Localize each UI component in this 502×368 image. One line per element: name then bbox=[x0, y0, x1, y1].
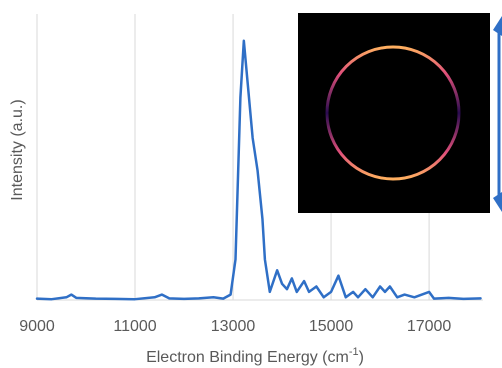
x-label-close: ) bbox=[359, 349, 364, 366]
x-label-text: Electron Binding Energy (cm bbox=[146, 349, 349, 366]
x-label-sup: -1 bbox=[349, 346, 359, 358]
polarization-arrow bbox=[493, 16, 502, 212]
inset-image bbox=[298, 13, 490, 213]
arrow-head bbox=[493, 16, 502, 36]
x-tick-label: 9000 bbox=[19, 318, 55, 335]
arrow-head bbox=[493, 192, 502, 212]
x-tick-label: 15000 bbox=[309, 318, 354, 335]
x-tick-label: 13000 bbox=[211, 318, 256, 335]
chart: 9000 11000 13000 15000 17000 Intensity (a.u.… bbox=[0, 0, 502, 368]
x-tick-label: 11000 bbox=[113, 318, 156, 335]
x-tick-label: 17000 bbox=[407, 318, 452, 335]
x-axis-label: Electron Binding Energy (cm-1) bbox=[146, 346, 364, 366]
y-axis-label: Intensity (a.u.) bbox=[9, 99, 26, 200]
